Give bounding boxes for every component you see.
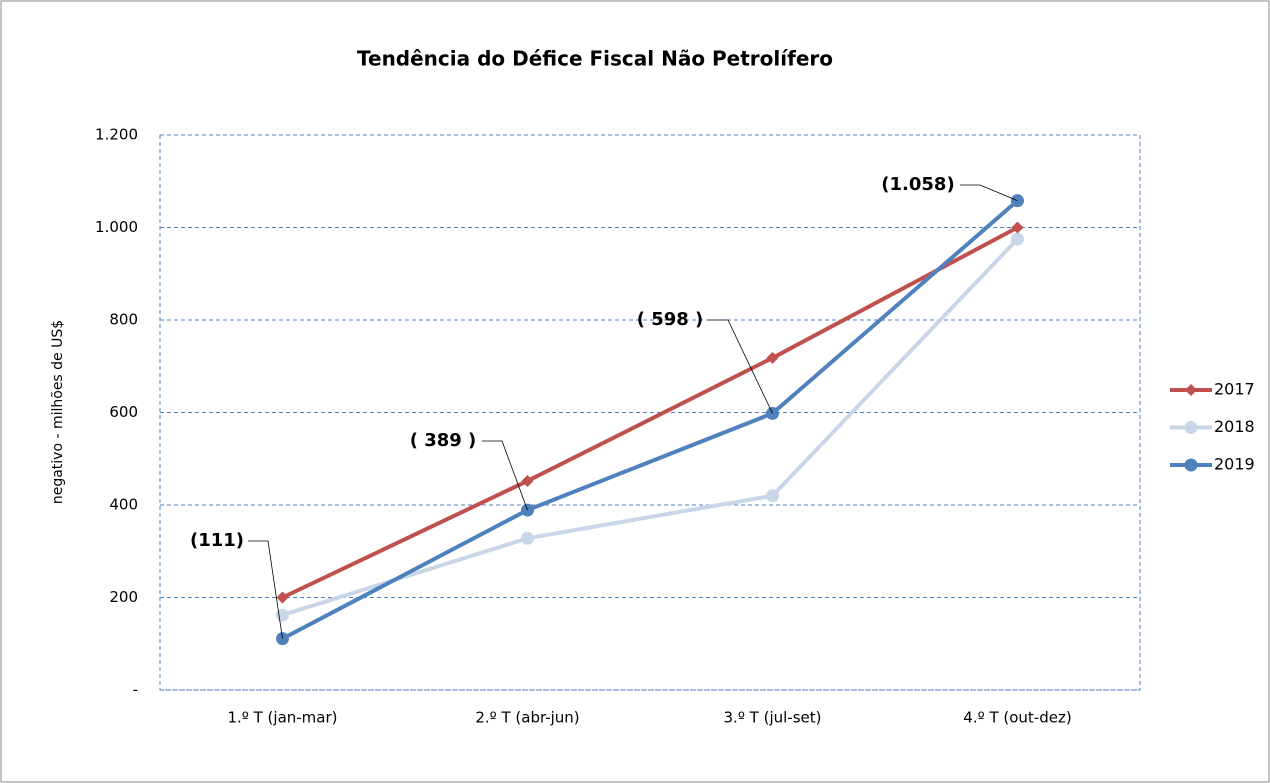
series-line bbox=[281, 199, 1019, 641]
y-tick-label: 200 bbox=[109, 588, 138, 606]
y-tick-label: 400 bbox=[109, 496, 138, 514]
data-point bbox=[1011, 232, 1024, 246]
leader-line bbox=[960, 184, 1018, 202]
data-point bbox=[521, 503, 534, 517]
chart-title: Tendência do Défice Fiscal Não Petrolífe… bbox=[357, 47, 833, 71]
legend-marker bbox=[1184, 458, 1198, 472]
legend-marker bbox=[1184, 421, 1198, 434]
series-line bbox=[281, 237, 1019, 617]
leader-line bbox=[482, 440, 528, 511]
data-point bbox=[276, 591, 289, 604]
data-point bbox=[766, 351, 779, 364]
x-tick-label: 3.º T (jul-set) bbox=[724, 709, 822, 727]
legend-label: 2017 bbox=[1214, 380, 1255, 399]
y-tick-label: - bbox=[133, 681, 138, 699]
legend-marker bbox=[1185, 384, 1197, 396]
y-tick-label: 600 bbox=[109, 403, 138, 421]
data-label: (111) bbox=[190, 530, 244, 551]
x-tick-label: 4.º T (out-dez) bbox=[963, 709, 1071, 727]
legend-label: 2018 bbox=[1214, 417, 1255, 436]
x-tick-label: 1.º T (jan-mar) bbox=[227, 709, 337, 727]
y-tick-label: 1.200 bbox=[95, 126, 138, 144]
series-line bbox=[281, 225, 1019, 600]
data-label: (1.058) bbox=[881, 174, 954, 195]
data-label: ( 598 ) bbox=[637, 309, 704, 330]
y-tick-label: 1.000 bbox=[95, 218, 138, 236]
legend-label: 2019 bbox=[1214, 455, 1255, 474]
leader-line bbox=[708, 319, 773, 414]
leader-line bbox=[248, 540, 283, 639]
data-point bbox=[766, 489, 779, 503]
data-point bbox=[521, 531, 534, 545]
x-tick-label: 2.º T (abr-jun) bbox=[475, 709, 579, 727]
data-point bbox=[1011, 221, 1024, 234]
y-axis-label: negativo - milhões de US$ bbox=[50, 320, 66, 504]
y-tick-label: 800 bbox=[109, 311, 138, 329]
data-label: ( 389 ) bbox=[410, 430, 477, 451]
data-point bbox=[521, 474, 534, 487]
